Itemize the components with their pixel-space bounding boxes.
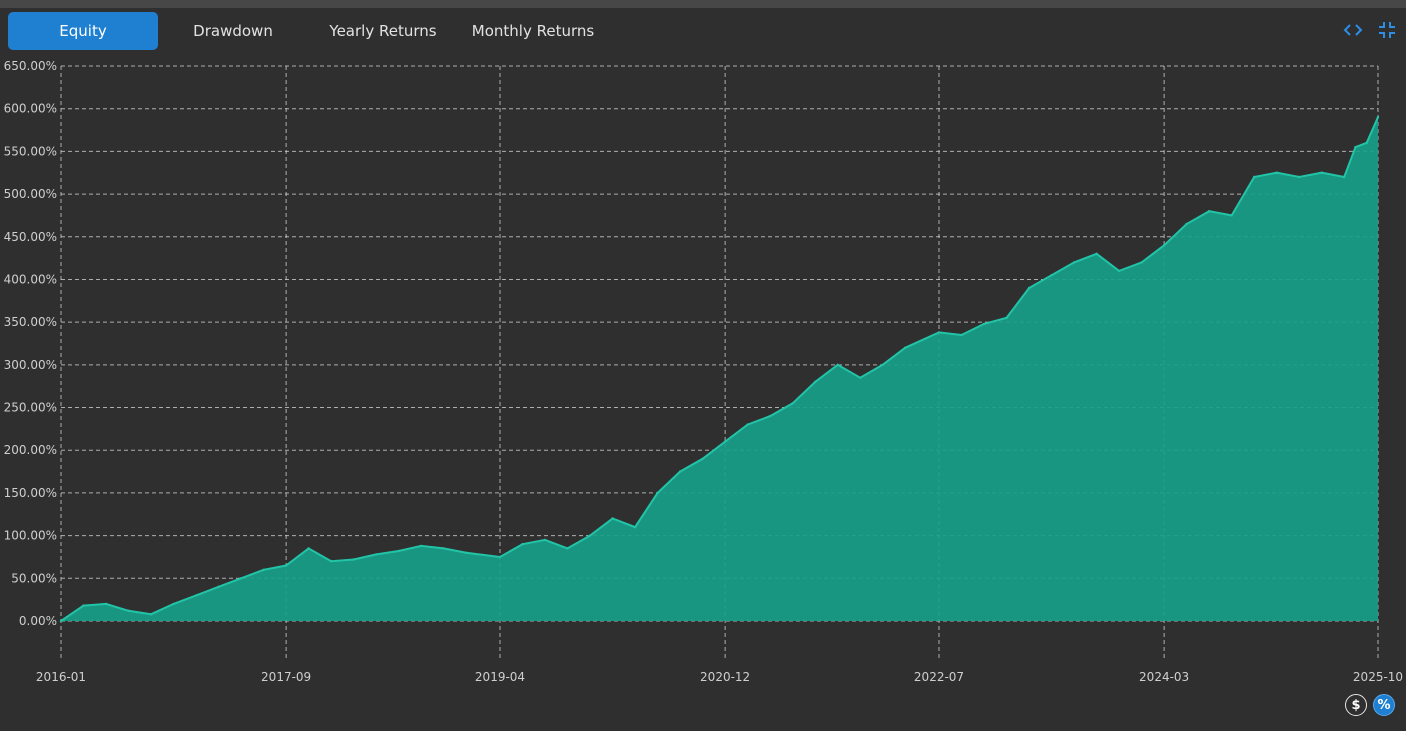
y-tick-label: 600.00% (4, 102, 57, 116)
equity-point (1343, 175, 1346, 179)
y-tick-label: 100.00% (4, 529, 57, 543)
equity-point (59, 619, 63, 623)
x-tick-label: 2024-03 (1139, 670, 1189, 684)
equity-line (60, 116, 1379, 622)
x-axis: 2016-01 2017-09 2019-04 2020-12 2022-07 2024-… (36, 670, 1403, 684)
equity-point (859, 376, 862, 379)
equity-point (791, 402, 794, 405)
equity-point (194, 594, 198, 597)
equity-point (937, 331, 941, 334)
equity-point (769, 414, 772, 418)
equity-point (420, 544, 423, 548)
equity-point (1376, 116, 1380, 119)
equity-point (521, 543, 524, 546)
equity-point (1005, 316, 1008, 320)
tab-equity[interactable]: Equity (8, 12, 158, 50)
equity-point (1354, 145, 1357, 149)
x-tick-label: 2025-10 (1353, 670, 1403, 684)
collapse-arrows-icon[interactable] (1377, 20, 1397, 40)
y-tick-label: 50.00% (11, 571, 57, 585)
y-tick-label: 150.00% (4, 486, 57, 500)
tab-drawdown[interactable]: Drawdown (193, 22, 273, 40)
equity-point (397, 549, 400, 553)
y-tick-label: 300.00% (4, 358, 57, 372)
equity-point (1275, 171, 1278, 174)
equity-point (1050, 274, 1053, 277)
tab-yearly-returns[interactable]: Yearly Returns (329, 22, 437, 40)
equity-point (149, 613, 153, 616)
equity-point (172, 602, 175, 606)
equity-point (982, 322, 986, 326)
equity-point (104, 602, 108, 606)
equity-point (1320, 171, 1323, 174)
window-top-strip (0, 0, 1406, 8)
equity-point (543, 538, 547, 542)
equity-point (1162, 244, 1166, 247)
equity-point (82, 604, 85, 607)
x-tick-label: 2022-07 (914, 670, 964, 684)
equity-point (1117, 269, 1121, 273)
equity-point (701, 457, 704, 460)
area-layer (59, 116, 1380, 623)
equity-point (633, 525, 637, 529)
x-tick-label: 2017-09 (261, 670, 311, 684)
equity-point (375, 553, 378, 556)
y-tick-label: 500.00% (4, 187, 57, 201)
equity-point (352, 558, 355, 561)
equity-point (498, 555, 502, 559)
equity-point (723, 440, 727, 443)
y-tick-label: 250.00% (4, 401, 57, 415)
equity-point (746, 423, 749, 426)
equity-point (1027, 286, 1031, 290)
equity-point (836, 363, 839, 366)
equity-point (678, 470, 682, 473)
equity-point (960, 333, 963, 337)
code-brackets-icon[interactable] (1343, 20, 1363, 40)
x-tick-label: 2019-04 (475, 670, 525, 684)
equity-point (1253, 175, 1256, 179)
equity-point (1095, 252, 1098, 255)
equity-point (465, 551, 468, 554)
equity-point (656, 491, 659, 495)
y-tick-label: 350.00% (4, 315, 57, 329)
equity-point (442, 547, 445, 550)
equity-point (262, 568, 265, 571)
equity-point (1230, 214, 1233, 217)
equity-point (904, 346, 907, 349)
equity-point (239, 577, 243, 580)
y-tick-label: 400.00% (4, 272, 57, 286)
percent-toggle-button[interactable]: % (1373, 694, 1395, 716)
equity-point (330, 560, 333, 563)
tab-monthly-returns[interactable]: Monthly Returns (471, 22, 595, 40)
y-axis: 0.00% 50.00% 100.00% 150.00% 200.00% 250.00% 3… (4, 59, 57, 628)
equity-point (1365, 141, 1368, 144)
equity-point (1298, 175, 1301, 179)
x-tick-label: 2020-12 (700, 670, 750, 684)
equity-point (1208, 210, 1211, 213)
equity-point (1072, 261, 1076, 264)
equity-point (1185, 222, 1188, 226)
equity-point (566, 547, 569, 550)
y-tick-label: 450.00% (4, 230, 57, 244)
x-tick-label: 2016-01 (36, 670, 86, 684)
equity-point (127, 609, 130, 612)
y-tick-label: 650.00% (4, 59, 57, 73)
equity-point (611, 517, 614, 520)
y-tick-label: 0.00% (19, 614, 57, 628)
y-tick-label: 200.00% (4, 443, 57, 457)
dollar-toggle-button[interactable]: $ (1345, 694, 1367, 716)
equity-point (588, 534, 592, 537)
equity-point (284, 564, 288, 567)
chart-tabs: Equity Drawdown Yearly Returns Monthly R… (8, 12, 608, 50)
equity-area (61, 117, 1378, 621)
equity-point (881, 363, 884, 366)
equity-point (1140, 261, 1143, 264)
y-tick-label: 550.00% (4, 144, 57, 158)
equity-point (307, 547, 310, 550)
equity-point (814, 380, 817, 384)
equity-point (217, 585, 220, 588)
